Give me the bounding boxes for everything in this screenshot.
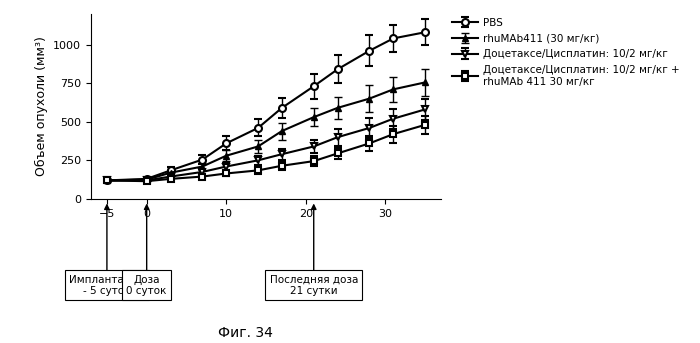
Y-axis label: Объем опухоли (мм³): Объем опухоли (мм³) [34,36,48,176]
Text: Имплантация
- 5 суток: Имплантация - 5 суток [69,275,144,296]
Text: Доза
0 суток: Доза 0 суток [127,274,167,296]
Text: Фиг. 34: Фиг. 34 [218,326,272,340]
Text: Последняя доза
21 сутки: Последняя доза 21 сутки [270,275,358,296]
Legend: PBS, rhuMAb411 (30 мг/кг), Доцетаксе/Цисплатин: 10/2 мг/кг, Доцетаксе/Цисплатин:: PBS, rhuMAb411 (30 мг/кг), Доцетаксе/Цис… [448,14,684,91]
